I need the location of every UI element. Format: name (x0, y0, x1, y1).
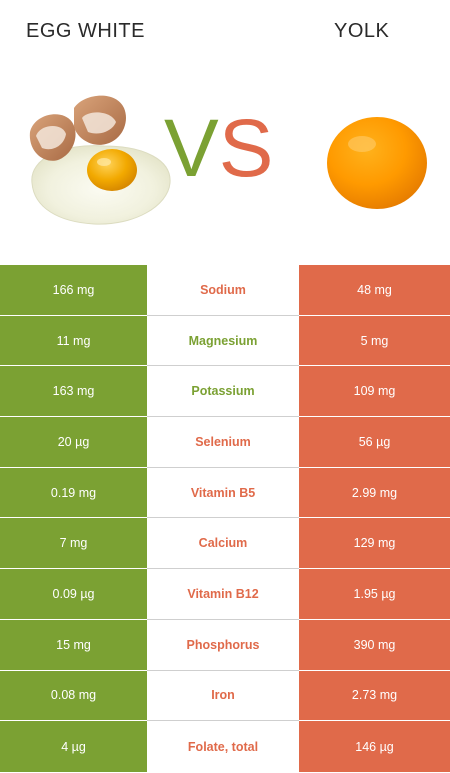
yolk-value: 146 µg (299, 721, 450, 772)
yolk-title: YOLK (334, 20, 390, 42)
nutrient-name: Potassium (147, 366, 299, 418)
nutrient-name: Sodium (147, 265, 299, 316)
egg-white-value: 20 µg (0, 417, 147, 468)
table-row: 166 mg Sodium 48 mg (0, 265, 450, 316)
nutrient-name: Iron (147, 670, 299, 722)
nutrient-name: Vitamin B12 (147, 569, 299, 620)
egg-white-value: 11 mg (0, 315, 147, 367)
yolk-image (327, 117, 427, 209)
yolk-value: 2.99 mg (299, 467, 450, 519)
egg-white-value: 0.09 µg (0, 569, 147, 620)
egg-white-value: 7 mg (0, 518, 147, 570)
egg-white-value: 163 mg (0, 366, 147, 418)
yolk-value: 390 mg (299, 619, 450, 671)
yolk-value: 5 mg (299, 315, 450, 367)
table-row: 20 µg Selenium 56 µg (0, 417, 450, 468)
egg-white-image (29, 95, 171, 225)
egg-white-value: 0.08 mg (0, 670, 147, 722)
nutrient-name: Phosphorus (147, 619, 299, 671)
table-row: 0.19 mg Vitamin B5 2.99 mg (0, 467, 450, 519)
yolk-value: 1.95 µg (299, 569, 450, 620)
vs-s-letter: S (218, 103, 274, 194)
nutrient-name: Vitamin B5 (147, 467, 299, 519)
table-row: 11 mg Magnesium 5 mg (0, 315, 450, 367)
vs-v-letter: V (164, 103, 219, 194)
nutrient-name: Selenium (147, 417, 299, 468)
nutrient-name: Calcium (147, 518, 299, 570)
nutrient-table: 166 mg Sodium 48 mg 11 mg Magnesium 5 mg 163 m… (0, 265, 450, 772)
yolk-value: 109 mg (299, 366, 450, 418)
table-row: 15 mg Phosphorus 390 mg (0, 619, 450, 671)
egg-white-value: 4 µg (0, 721, 147, 772)
yolk-value: 129 mg (299, 518, 450, 570)
nutrient-name: Magnesium (147, 315, 299, 367)
table-row: 4 µg Folate, total 146 µg (0, 721, 450, 772)
egg-white-value: 15 mg (0, 619, 147, 671)
table-row: 0.08 mg Iron 2.73 mg (0, 670, 450, 722)
yolk-value: 48 mg (299, 265, 450, 316)
table-row: 0.09 µg Vitamin B12 1.95 µg (0, 569, 450, 620)
table-row: 163 mg Potassium 109 mg (0, 366, 450, 418)
table-row: 7 mg Calcium 129 mg (0, 518, 450, 570)
egg-white-title: EGG WHITE (26, 20, 145, 42)
vs-label: VS (164, 108, 273, 190)
egg-white-value: 166 mg (0, 265, 147, 316)
nutrient-name: Folate, total (147, 721, 299, 772)
egg-white-value: 0.19 mg (0, 467, 147, 519)
yolk-value: 2.73 mg (299, 670, 450, 722)
yolk-value: 56 µg (299, 417, 450, 468)
header: EGG WHITE YOLK (0, 0, 450, 265)
